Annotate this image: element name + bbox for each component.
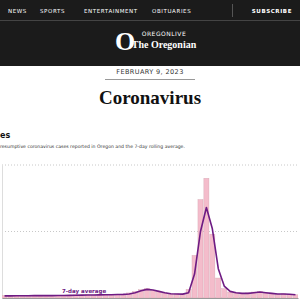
bar xyxy=(156,292,161,298)
header-divider xyxy=(0,20,300,21)
y-axis-line xyxy=(2,166,3,299)
nav-item[interactable]: NEWS xyxy=(8,8,27,14)
chart-title: es xyxy=(0,131,10,140)
bar xyxy=(263,293,268,298)
grid-line xyxy=(2,231,298,232)
bar-series xyxy=(2,178,298,298)
subscribe-button[interactable]: SUBSCRIBE xyxy=(252,8,292,14)
header-background xyxy=(0,0,300,66)
logo-line2[interactable]: The Oregonian xyxy=(132,39,197,50)
grid-line xyxy=(2,165,298,166)
nav-separator xyxy=(232,4,233,17)
date-rule xyxy=(105,79,195,80)
date: FEBRUARY 9, 2023 xyxy=(116,68,183,76)
line xyxy=(5,208,296,296)
bar xyxy=(228,292,233,298)
y-axis xyxy=(2,166,4,299)
nav-item[interactable]: SPORTS xyxy=(40,8,65,14)
page-title: Coronavirus xyxy=(99,87,201,108)
bar xyxy=(222,289,227,298)
page: NEWS SPORTS ENTERTAINMENT OBITUARIES SUBSCRI… xyxy=(0,0,300,300)
nav-item[interactable]: ENTERTAINMENT xyxy=(84,8,138,14)
grid xyxy=(2,165,298,298)
nav-item[interactable]: OBITUARIES xyxy=(152,8,191,14)
bar xyxy=(234,293,239,298)
series-label: 7-day average xyxy=(62,288,106,295)
chart-subtitle: resumptive coronavirus cases reported in… xyxy=(0,144,185,149)
marks xyxy=(2,178,298,298)
x-axis-line xyxy=(3,298,299,299)
bar xyxy=(150,291,155,298)
bar xyxy=(240,294,245,298)
bar xyxy=(216,278,221,298)
logo-line1[interactable]: OREGONLIVE xyxy=(142,30,187,37)
bar xyxy=(204,178,209,298)
